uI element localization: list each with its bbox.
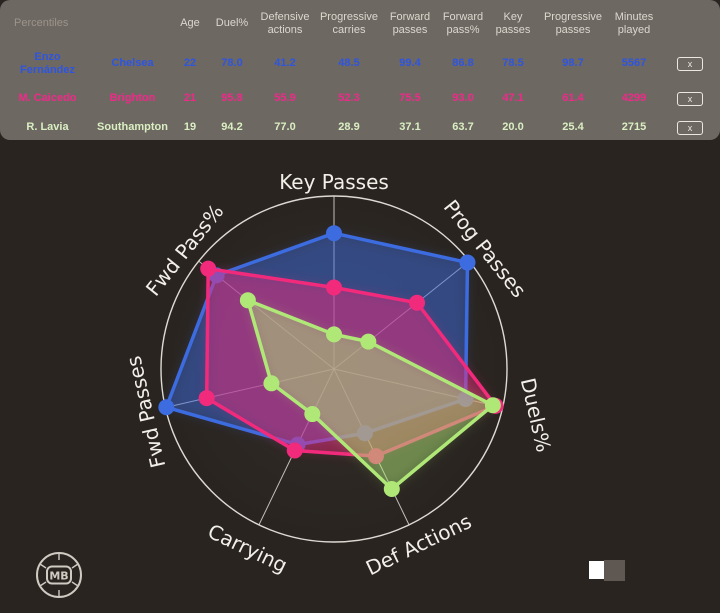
radar-polygon xyxy=(246,298,495,491)
stat-cell: 5567 xyxy=(621,57,647,70)
percentiles-table: Percentiles Age Duel% Defensive actions … xyxy=(0,0,720,140)
stat-cell: 41.2 xyxy=(274,57,296,70)
radar-dot xyxy=(326,225,342,242)
radar-dot xyxy=(200,260,217,277)
stat-cell: 4299 xyxy=(621,92,647,105)
stat-cell: 94.2 xyxy=(221,121,243,134)
toggle-track[interactable] xyxy=(604,560,625,581)
logo-ball-seams-icon xyxy=(39,553,79,597)
actions-column-header xyxy=(660,2,720,46)
stat-cell: 78.0 xyxy=(221,57,243,70)
radar-dot xyxy=(326,279,342,296)
stat-cell: 77.0 xyxy=(274,121,296,134)
row-actions: x xyxy=(660,82,720,116)
radar-chart: Key Passes Prog Passes Duels% Def Actions Ca… xyxy=(0,138,720,608)
toggle-knob[interactable] xyxy=(589,561,604,579)
stat-cell: 86.8 xyxy=(452,57,474,70)
column-header-key-passes: Key passes xyxy=(495,10,531,36)
stat-cell: 2715 xyxy=(621,121,647,134)
radar-dot xyxy=(326,326,342,343)
stat-cell: 25.4 xyxy=(562,121,584,134)
player-name: M. Caicedo xyxy=(18,92,77,105)
radar-dot xyxy=(409,294,426,311)
stat-cell: 75.5 xyxy=(399,92,421,105)
row-actions: x xyxy=(660,46,720,82)
player-name: R. Lavia xyxy=(26,121,69,134)
player-team: Chelsea xyxy=(111,57,154,70)
stat-cell: 93.0 xyxy=(452,92,474,105)
stat-cell: 20.0 xyxy=(502,121,524,134)
radar-dot xyxy=(198,390,215,407)
radar-dot xyxy=(304,406,321,423)
stat-cell: 47.1 xyxy=(502,92,524,105)
stat-cell: 63.7 xyxy=(452,121,474,134)
stat-cell: 48.5 xyxy=(338,57,360,70)
stat-cell: 95.8 xyxy=(221,92,243,105)
column-header-fwd-pass-pct: Forward pass% xyxy=(442,10,484,36)
radar-dot xyxy=(360,333,377,350)
stat-cell: 52.3 xyxy=(338,92,360,105)
player-name: Enzo Fernández xyxy=(19,50,75,76)
radar-dot xyxy=(286,442,303,459)
stat-cell: 22 xyxy=(183,57,197,70)
logo-text: MB xyxy=(49,570,68,583)
player-team: Brighton xyxy=(109,92,156,105)
team-column-header xyxy=(95,2,170,46)
stat-cell: 99.4 xyxy=(399,57,421,70)
stat-cell: 61.4 xyxy=(562,92,584,105)
stat-cell: 78.5 xyxy=(502,57,524,70)
radar-glow xyxy=(247,300,493,490)
remove-player-button[interactable]: x xyxy=(677,121,703,135)
stat-cell: 28.9 xyxy=(338,121,360,134)
remove-player-button[interactable]: x xyxy=(677,57,703,71)
radar-outline xyxy=(160,195,508,543)
column-header-prog-passes: Progressive passes xyxy=(543,10,603,36)
column-header-prog-carries: Progressive carries xyxy=(319,10,379,36)
axis-label: Duels% xyxy=(516,376,556,455)
row-actions: x xyxy=(660,116,720,140)
column-header-age: Age xyxy=(180,17,200,30)
stat-cell: 21 xyxy=(183,92,197,105)
remove-player-button[interactable]: x xyxy=(677,92,703,106)
stat-cell: 98.7 xyxy=(562,57,584,70)
column-header-fwd-passes: Forward passes xyxy=(389,10,431,36)
player-team: Southampton xyxy=(97,121,168,134)
axis-label: Key Passes xyxy=(279,170,389,194)
radar-dot xyxy=(484,397,501,414)
stat-cell: 19 xyxy=(183,121,197,134)
stat-cell: 55.9 xyxy=(274,92,296,105)
column-header-def-actions: Defensive actions xyxy=(260,10,310,36)
radar-dot xyxy=(239,292,256,309)
table-corner-label: Percentiles xyxy=(14,17,69,30)
theme-toggle[interactable] xyxy=(589,560,625,581)
column-header-duel: Duel% xyxy=(215,17,249,30)
radar-dot xyxy=(459,254,476,271)
stat-cell: 37.1 xyxy=(399,121,421,134)
radar-dot xyxy=(158,399,175,416)
column-header-minutes: Minutes played xyxy=(614,10,654,36)
radar-dot xyxy=(263,375,280,392)
mb-logo: MB xyxy=(36,552,82,598)
radar-dot xyxy=(383,481,400,498)
